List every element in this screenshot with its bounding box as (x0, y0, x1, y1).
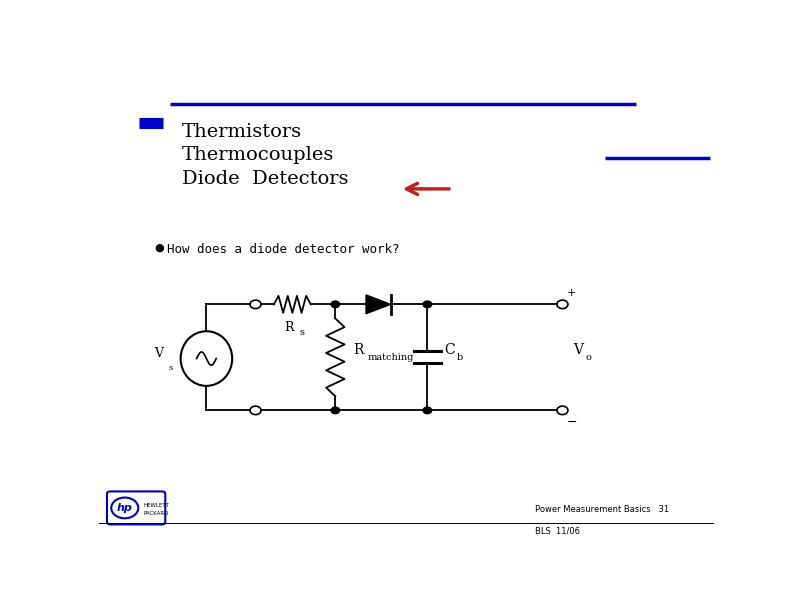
Text: −: − (566, 416, 577, 428)
Text: s: s (169, 364, 173, 372)
Text: s: s (299, 328, 304, 337)
Text: b: b (457, 353, 463, 362)
Text: Thermocouples: Thermocouples (182, 146, 334, 165)
FancyBboxPatch shape (107, 491, 166, 524)
Text: V: V (154, 348, 163, 360)
Text: hp: hp (117, 503, 133, 513)
Polygon shape (366, 295, 390, 314)
Text: C: C (444, 343, 455, 357)
Text: matching: matching (367, 353, 413, 362)
Circle shape (423, 407, 432, 414)
Circle shape (331, 407, 340, 414)
Text: BLS  11/06: BLS 11/06 (535, 527, 580, 536)
Text: +: + (567, 288, 577, 297)
Text: Thermistors: Thermistors (182, 123, 302, 141)
Text: How does a diode detector work?: How does a diode detector work? (166, 243, 399, 256)
Circle shape (423, 301, 432, 308)
Text: R: R (354, 343, 364, 357)
Text: Diode  Detectors: Diode Detectors (182, 170, 348, 188)
Text: R: R (284, 321, 294, 334)
Text: Power Measurement Basics   31: Power Measurement Basics 31 (535, 505, 669, 514)
Text: PACKARD: PACKARD (144, 511, 169, 516)
Text: ●: ● (154, 243, 164, 253)
Circle shape (331, 301, 340, 308)
Text: V: V (573, 343, 584, 357)
Text: o: o (586, 353, 592, 362)
Text: HEWLETT: HEWLETT (144, 503, 169, 508)
